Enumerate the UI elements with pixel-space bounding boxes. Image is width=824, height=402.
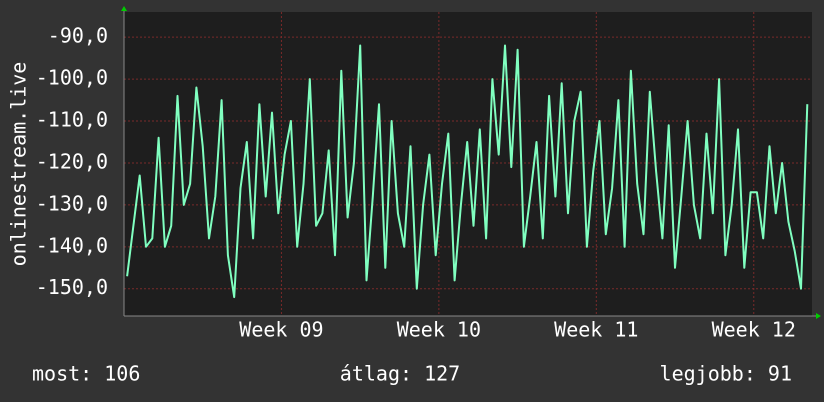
footer-text: legjobb: 91 xyxy=(660,362,792,386)
y-tick-label: -110,0 xyxy=(36,108,108,132)
axis-arrow xyxy=(816,313,821,319)
footer-text: most: 106 xyxy=(32,362,140,386)
footer-text: átlag: 127 xyxy=(340,362,460,386)
y-axis-label: onlinestream.live xyxy=(7,62,31,267)
axis-arrow xyxy=(121,6,127,11)
y-tick-label: -120,0 xyxy=(36,149,108,173)
y-tick-label: -140,0 xyxy=(36,233,108,257)
y-tick-label: -90,0 xyxy=(48,24,108,48)
y-tick-label: -130,0 xyxy=(36,191,108,215)
y-tick-label: -100,0 xyxy=(36,66,108,90)
x-tick-label: Week 10 xyxy=(397,318,481,342)
x-tick-label: Week 12 xyxy=(712,318,796,342)
x-tick-label: Week 09 xyxy=(239,318,323,342)
y-tick-label: -150,0 xyxy=(36,275,108,299)
x-tick-label: Week 11 xyxy=(554,318,638,342)
data-line xyxy=(126,44,809,299)
